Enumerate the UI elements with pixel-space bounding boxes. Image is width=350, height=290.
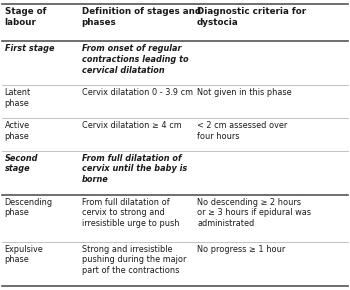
Text: No progress ≥ 1 hour: No progress ≥ 1 hour <box>197 244 285 253</box>
Text: < 2 cm assessed over
four hours: < 2 cm assessed over four hours <box>197 121 287 141</box>
Text: From full dilatation of
cervix until the baby is
borne: From full dilatation of cervix until the… <box>82 154 187 184</box>
Text: First stage: First stage <box>5 44 54 53</box>
Text: From full dilatation of
cervix to strong and
irresistible urge to push: From full dilatation of cervix to strong… <box>82 197 179 228</box>
Text: Expulsive
phase: Expulsive phase <box>5 244 43 264</box>
Text: Descending
phase: Descending phase <box>5 197 52 218</box>
Text: From onset of regular
contractions leading to
cervical dilatation: From onset of regular contractions leadi… <box>82 44 188 75</box>
Text: Diagnostic criteria for
dystocia: Diagnostic criteria for dystocia <box>197 7 306 27</box>
Text: Not given in this phase: Not given in this phase <box>197 88 292 97</box>
Text: Strong and irresistible
pushing during the major
part of the contractions: Strong and irresistible pushing during t… <box>82 244 186 275</box>
Text: No descending ≥ 2 hours
or ≥ 3 hours if epidural was
administrated: No descending ≥ 2 hours or ≥ 3 hours if … <box>197 197 311 228</box>
Text: Cervix dilatation ≥ 4 cm: Cervix dilatation ≥ 4 cm <box>82 121 181 130</box>
Text: Definition of stages and
phases: Definition of stages and phases <box>82 7 201 27</box>
Text: Second
stage: Second stage <box>5 154 38 173</box>
Text: Cervix dilatation 0 - 3.9 cm: Cervix dilatation 0 - 3.9 cm <box>82 88 193 97</box>
Text: Latent
phase: Latent phase <box>5 88 31 108</box>
Text: Active
phase: Active phase <box>5 121 30 141</box>
Text: Stage of
labour: Stage of labour <box>5 7 46 27</box>
